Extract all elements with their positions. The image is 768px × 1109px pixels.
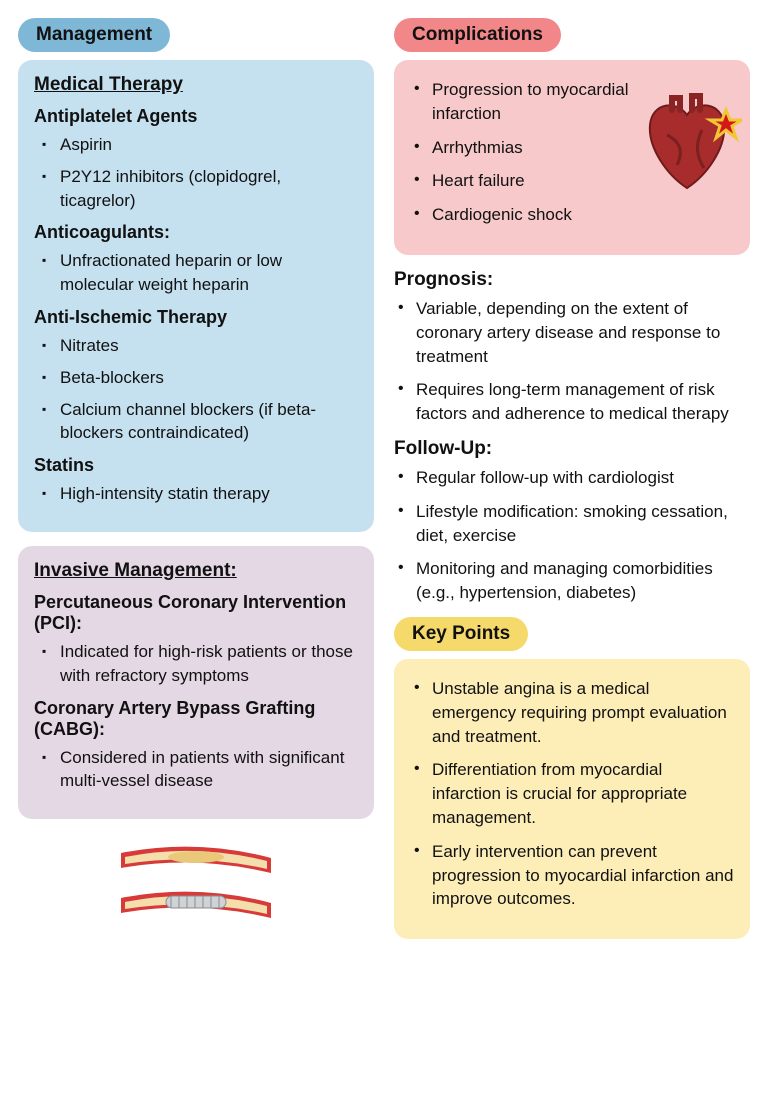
antiplatelet-heading: Antiplatelet Agents xyxy=(34,106,358,127)
anticoagulants-heading: Anticoagulants: xyxy=(34,222,358,243)
list-item: Requires long-term management of risk fa… xyxy=(398,378,750,426)
list-item: Considered in patients with significant … xyxy=(42,746,358,794)
list-item: Cardiogenic shock xyxy=(414,203,630,227)
list-item: Nitrates xyxy=(42,334,358,358)
two-column-layout: Management Medical Therapy Antiplatelet … xyxy=(18,18,750,953)
list-item: Aspirin xyxy=(42,133,358,157)
invasive-management-card: Invasive Management: Percutaneous Corona… xyxy=(18,546,374,819)
antiplatelet-list: Aspirin P2Y12 inhibitors (clopidogrel, t… xyxy=(34,133,358,212)
antiischemic-list: Nitrates Beta-blockers Calcium channel b… xyxy=(34,334,358,445)
complications-card: Progression to myocardial infarction Arr… xyxy=(394,60,750,255)
management-pill: Management xyxy=(18,18,170,52)
list-item: Variable, depending on the extent of cor… xyxy=(398,297,750,368)
list-item: Monitoring and managing comorbidities (e… xyxy=(398,557,750,605)
list-item: Regular follow-up with cardiologist xyxy=(398,466,750,490)
keypoints-card: Unstable angina is a medical emergency r… xyxy=(394,659,750,939)
statins-list: High-intensity statin therapy xyxy=(34,482,358,506)
cabg-list: Considered in patients with significant … xyxy=(34,746,358,794)
prognosis-list: Variable, depending on the extent of cor… xyxy=(394,297,750,426)
list-item: Lifestyle modification: smoking cessatio… xyxy=(398,500,750,548)
antiischemic-heading: Anti-Ischemic Therapy xyxy=(34,307,358,328)
list-item: Calcium channel blockers (if beta-blocke… xyxy=(42,398,358,446)
pci-list: Indicated for high-risk patients or thos… xyxy=(34,640,358,688)
list-item: Indicated for high-risk patients or thos… xyxy=(42,640,358,688)
list-item: P2Y12 inhibitors (clopidogrel, ticagrelo… xyxy=(42,165,358,213)
list-item: Beta-blockers xyxy=(42,366,358,390)
keypoints-pill: Key Points xyxy=(394,617,528,651)
list-item: Unstable angina is a medical emergency r… xyxy=(414,677,734,748)
complications-list: Progression to myocardial infarction Arr… xyxy=(410,78,630,227)
list-item: Heart failure xyxy=(414,169,630,193)
prognosis-heading: Prognosis: xyxy=(394,269,750,291)
right-column: Complications Progression to myocardial … xyxy=(394,18,750,953)
list-item: Unfractionated heparin or low molecular … xyxy=(42,249,358,297)
keypoints-list: Unstable angina is a medical emergency r… xyxy=(410,677,734,911)
list-item: Progression to myocardial infarction xyxy=(414,78,630,126)
pci-heading: Percutaneous Coronary Intervention (PCI)… xyxy=(34,592,358,634)
complications-pill: Complications xyxy=(394,18,561,52)
medical-therapy-title: Medical Therapy xyxy=(34,74,358,96)
heart-burst-icon xyxy=(632,90,742,200)
anticoagulants-list: Unfractionated heparin or low molecular … xyxy=(34,249,358,297)
followup-heading: Follow-Up: xyxy=(394,438,750,460)
list-item: Early intervention can prevent progressi… xyxy=(414,840,734,911)
artery-stent-icon xyxy=(18,833,374,938)
cabg-heading: Coronary Artery Bypass Grafting (CABG): xyxy=(34,698,358,740)
invasive-title: Invasive Management: xyxy=(34,560,358,582)
list-item: High-intensity statin therapy xyxy=(42,482,358,506)
left-column: Management Medical Therapy Antiplatelet … xyxy=(18,18,374,953)
statins-heading: Statins xyxy=(34,455,358,476)
list-item: Differentiation from myocardial infarcti… xyxy=(414,758,734,829)
medical-therapy-card: Medical Therapy Antiplatelet Agents Aspi… xyxy=(18,60,374,532)
followup-list: Regular follow-up with cardiologist Life… xyxy=(394,466,750,605)
list-item: Arrhythmias xyxy=(414,136,630,160)
